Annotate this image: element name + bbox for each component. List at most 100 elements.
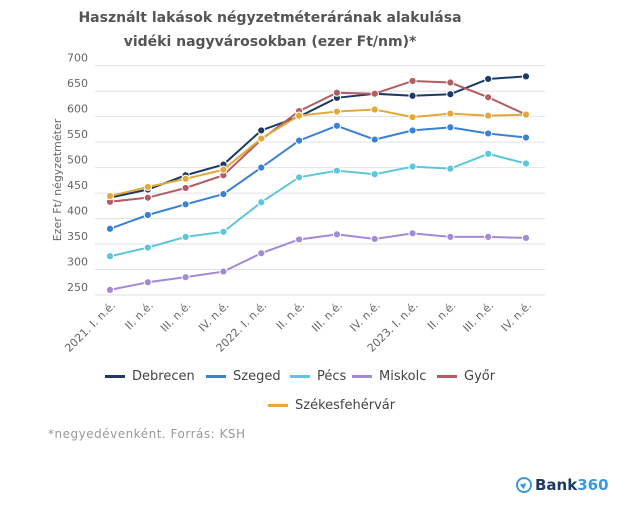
data-point xyxy=(181,273,190,282)
data-point xyxy=(408,162,417,171)
data-point xyxy=(446,123,455,132)
data-point xyxy=(446,78,455,87)
legend-item[interactable]: Győr xyxy=(437,369,495,384)
y-tick-label: 250 xyxy=(67,281,88,294)
legend-swatch xyxy=(352,375,372,378)
x-tick-label: III. n.é. xyxy=(158,299,194,335)
data-point xyxy=(332,88,342,97)
data-point xyxy=(521,159,531,168)
data-point xyxy=(446,109,455,118)
legend-label: Szeged xyxy=(233,369,281,384)
legend-swatch xyxy=(437,375,457,378)
data-point xyxy=(521,233,531,243)
data-point xyxy=(294,111,304,120)
data-point xyxy=(446,232,455,242)
legend-item[interactable]: Miskolc xyxy=(352,369,426,384)
data-point xyxy=(143,193,152,202)
y-tick-label: 450 xyxy=(67,179,88,192)
series-line-miskolc xyxy=(109,232,527,291)
legend-item[interactable]: Székesfehérvár xyxy=(268,398,395,413)
data-point xyxy=(370,135,379,144)
data-point xyxy=(484,74,493,84)
series-line-debrecen xyxy=(109,75,527,199)
data-point xyxy=(257,163,266,172)
data-point xyxy=(294,235,304,244)
bank360-logo: Bank360 xyxy=(516,476,609,494)
data-point xyxy=(219,190,228,199)
data-point xyxy=(370,105,379,114)
legend-swatch xyxy=(290,375,310,378)
x-tick-label: II. n.é. xyxy=(425,299,458,332)
legend-label: Győr xyxy=(464,369,496,384)
data-point xyxy=(408,91,417,100)
data-point xyxy=(484,129,493,138)
series-line-pécs xyxy=(109,152,527,258)
legend-swatch xyxy=(105,375,125,378)
x-tick-label: II. n.é. xyxy=(274,299,307,332)
x-tick-label: IV. n.é. xyxy=(196,299,231,334)
y-tick-label: 350 xyxy=(67,230,88,243)
legend-item[interactable]: Szeged xyxy=(206,369,281,384)
data-point xyxy=(143,278,152,287)
legend-label: Miskolc xyxy=(379,369,427,384)
data-point xyxy=(370,89,379,98)
y-tick-label: 600 xyxy=(67,103,88,116)
y-tick-label: 550 xyxy=(67,128,88,141)
data-point xyxy=(408,76,417,86)
data-point xyxy=(105,252,115,261)
data-point xyxy=(408,113,417,122)
data-point xyxy=(521,72,531,81)
data-point xyxy=(181,200,190,209)
x-tick-label: 2021. I. n.é. xyxy=(62,299,118,355)
y-tick-label: 400 xyxy=(67,205,88,218)
legend-item[interactable]: Debrecen xyxy=(105,369,195,384)
data-point xyxy=(181,174,190,183)
data-point xyxy=(370,170,379,179)
data-point xyxy=(219,227,228,236)
logo-text-360: 360 xyxy=(577,476,609,494)
data-point xyxy=(484,149,493,158)
data-point xyxy=(370,234,379,244)
data-point xyxy=(257,126,266,135)
data-point xyxy=(332,166,342,175)
x-tick-label: IV. n.é. xyxy=(347,299,382,334)
data-point xyxy=(257,198,266,207)
data-point xyxy=(105,285,115,295)
logo-text-bank: Bank xyxy=(535,476,578,494)
chart-title: Használt lakások négyzetméterárának alak… xyxy=(78,10,462,50)
y-tick-label: 500 xyxy=(67,154,88,167)
data-point xyxy=(484,111,493,120)
data-point xyxy=(143,182,152,192)
logo-compass-icon xyxy=(516,477,532,493)
data-point xyxy=(446,164,455,173)
x-tick-label: III. n.é. xyxy=(309,299,345,335)
data-point xyxy=(408,229,417,238)
y-axis-label: Ezer Ft/ négyzetméter xyxy=(51,118,64,241)
y-tick-label: 700 xyxy=(67,52,88,65)
series-line-székesfehérvár xyxy=(109,108,527,198)
data-point xyxy=(332,230,342,239)
y-tick-label: 300 xyxy=(67,256,88,269)
data-point xyxy=(294,136,304,145)
legend-label: Pécs xyxy=(317,369,347,384)
data-point xyxy=(484,93,493,102)
data-point xyxy=(181,183,190,193)
data-point xyxy=(181,232,190,242)
x-tick-label: III. n.é. xyxy=(461,299,497,335)
series-line-győr xyxy=(109,79,527,203)
legend-swatch xyxy=(206,375,226,378)
data-point xyxy=(257,249,266,258)
data-point xyxy=(408,126,417,135)
data-point xyxy=(219,267,228,276)
series-line-szeged xyxy=(109,124,527,230)
data-point xyxy=(332,107,342,116)
data-point xyxy=(446,90,455,99)
legend-item[interactable]: Pécs xyxy=(290,369,346,384)
x-tick-label: IV. n.é. xyxy=(499,299,534,334)
data-point xyxy=(332,121,342,130)
data-point xyxy=(143,243,152,252)
data-point xyxy=(105,192,115,201)
x-tick-label: II. n.é. xyxy=(123,299,156,332)
data-point xyxy=(484,232,493,242)
